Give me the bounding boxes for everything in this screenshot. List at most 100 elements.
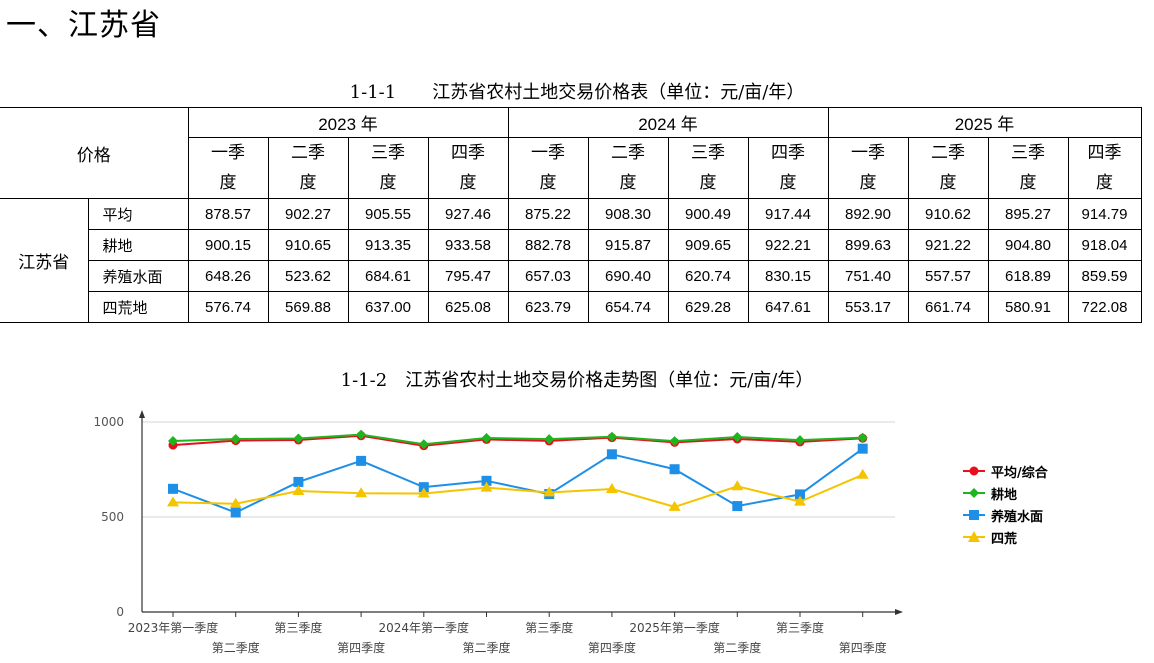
quarter-label: 一季 (531, 143, 565, 163)
data-point (481, 475, 492, 486)
data-point (669, 464, 680, 475)
y-tick-label: 0 (116, 605, 124, 619)
value-cell: 523.62 (267, 260, 349, 292)
data-point (795, 435, 805, 446)
year-header: 2024 年 (507, 107, 829, 138)
data-point (606, 449, 617, 460)
value-cell: 899.63 (827, 229, 909, 261)
y-tick-label: 1000 (93, 415, 124, 429)
value-cell: 795.47 (427, 260, 509, 292)
data-point (605, 482, 618, 493)
x-tick-label: 第二季度 (212, 640, 260, 655)
legend-label: 养殖水面 (991, 509, 1044, 525)
x-axis-arrow (895, 609, 903, 615)
value-cell: 576.74 (187, 291, 269, 323)
legend-marker-icon (963, 531, 985, 542)
x-tick-label: 第三季度 (274, 620, 322, 635)
quarter-label: 二季 (931, 143, 965, 163)
row-label: 平均 (87, 198, 189, 230)
quarter-header-row: 一季度二季度三季度四季度一季度二季度三季度四季度一季度二季度三季度四季度 (0, 137, 1142, 199)
value-cell: 557.57 (907, 260, 989, 292)
value-cell: 900.49 (667, 198, 749, 230)
quarter-label: 四季 (1087, 143, 1122, 163)
value-cell: 910.65 (267, 229, 349, 261)
quarter-header: 二季度 (267, 137, 349, 199)
value-cell: 690.40 (587, 260, 669, 292)
quarter-label: 一季 (211, 143, 245, 163)
quarter-header: 四季度 (747, 137, 829, 199)
data-point (418, 482, 429, 493)
series-line (172, 447, 864, 514)
table-row: 四荒地 576.74 569.88 637.00 625.08 623.79 654.74 6… (0, 291, 1142, 323)
quarter-label-suffix: 度 (1096, 173, 1113, 193)
legend-label: 四荒 (991, 531, 1018, 547)
data-point (293, 433, 304, 444)
data-point (481, 432, 492, 443)
x-tick-label: 第四季度 (839, 640, 887, 655)
quarter-label-suffix: 度 (1019, 173, 1037, 193)
data-point (606, 431, 617, 442)
value-cell: 933.58 (427, 229, 509, 261)
x-tick-label: 第四季度 (337, 640, 385, 655)
quarter-header: 一季度 (827, 137, 909, 199)
value-cell: 859.59 (1067, 260, 1142, 292)
table-row: 耕地 900.15 910.65 913.35 933.58 882.78 915.87 90… (0, 229, 1142, 261)
value-cell: 914.79 (1067, 198, 1142, 230)
value-cell: 927.46 (427, 198, 509, 230)
value-cell: 553.17 (827, 291, 909, 323)
chart-legend: 平均/综合耕地养殖水面四荒 (963, 460, 1048, 548)
data-point (418, 439, 429, 450)
y-axis-arrow (139, 410, 145, 418)
value-cell: 910.62 (907, 198, 989, 230)
quarter-header: 三季度 (347, 137, 429, 199)
quarter-header: 三季度 (987, 137, 1069, 199)
value-cell: 629.28 (667, 291, 749, 323)
series-line (172, 433, 863, 446)
quarter-label-suffix: 度 (699, 173, 717, 193)
table-row: 养殖水面 648.26 523.62 684.61 795.47 657.03 690.40… (0, 260, 1142, 292)
data-point (857, 443, 868, 454)
data-point (480, 481, 493, 492)
data-point (794, 495, 806, 506)
region-cell: 江苏省 (0, 198, 89, 323)
quarter-label-suffix: 度 (459, 173, 477, 193)
value-cell: 569.88 (267, 291, 349, 323)
data-point (230, 433, 241, 444)
value-cell: 661.74 (907, 291, 989, 323)
value-cell: 918.04 (1067, 229, 1142, 261)
value-cell: 909.65 (667, 229, 749, 261)
x-tick-label: 第三季度 (525, 620, 573, 635)
quarter-label: 一季 (851, 143, 885, 163)
quarter-label-suffix: 度 (219, 173, 237, 193)
value-cell: 580.91 (987, 291, 1069, 323)
data-point (230, 507, 241, 518)
y-tick-label: 500 (101, 510, 124, 524)
value-cell: 895.27 (987, 198, 1069, 230)
value-cell: 913.35 (347, 229, 429, 261)
x-tick-label: 2023年第一季度 (128, 620, 219, 635)
value-cell: 900.15 (187, 229, 269, 261)
value-cell: 647.61 (747, 291, 829, 323)
price-table: 价格 2023 年 2024 年 2025 年 一季度二季度三季度四季度一季度二… (0, 107, 1142, 323)
quarter-header: 四季度 (427, 137, 509, 199)
value-cell: 637.00 (347, 291, 429, 323)
value-cell: 908.30 (587, 198, 669, 230)
year-header: 2025 年 (827, 107, 1142, 138)
quarter-header: 四季度 (1067, 137, 1142, 199)
legend-label: 耕地 (991, 487, 1018, 503)
value-cell: 620.74 (667, 260, 749, 292)
table-caption: 1-1-1 江苏省农村土地交易价格表（单位：元/亩/年） (349, 82, 805, 103)
price-trend-chart: 050010002023年第一季度第二季度第三季度第四季度2024年第一季度第二… (93, 410, 903, 655)
legend-item: 平均/综合 (963, 460, 1048, 482)
legend-item: 养殖水面 (963, 504, 1048, 526)
value-cell: 830.15 (747, 260, 829, 292)
quarter-header: 二季度 (587, 137, 669, 199)
data-point (356, 429, 367, 440)
data-point (292, 484, 305, 495)
x-tick-label: 2025年第一季度 (629, 620, 720, 635)
value-cell: 905.55 (347, 198, 429, 230)
data-point (732, 501, 743, 512)
quarter-label: 四季 (451, 143, 485, 163)
quarter-label: 二季 (611, 143, 645, 163)
data-point (543, 486, 556, 497)
